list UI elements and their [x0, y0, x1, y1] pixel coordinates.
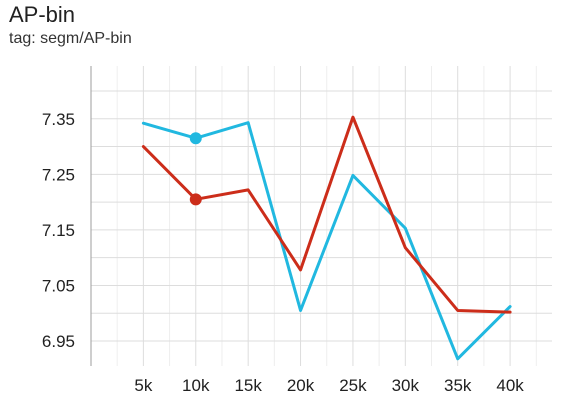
x-tick-label: 30k [392, 376, 420, 395]
x-tick-label: 20k [287, 376, 315, 395]
y-tick-label: 7.05 [42, 276, 75, 295]
x-tick-label: 40k [496, 376, 524, 395]
series-point-2 [189, 193, 202, 206]
series-point-1 [189, 132, 202, 145]
y-tick-label: 7.35 [42, 110, 75, 129]
series-group [141, 115, 512, 361]
series-line-2 [141, 115, 512, 314]
y-tick-label: 7.25 [42, 165, 75, 184]
series-line-1 [141, 121, 512, 361]
chart-title: AP-bin [9, 2, 76, 27]
x-tick-label: 10k [182, 376, 210, 395]
y-tick-labels: 6.95 7.05 7.15 7.25 7.35 [42, 110, 75, 351]
x-tick-label: 25k [339, 376, 367, 395]
x-tick-label: 35k [444, 376, 472, 395]
y-tick-label: 7.15 [42, 221, 75, 240]
x-tick-label: 5k [134, 376, 152, 395]
y-tick-label: 6.95 [42, 332, 75, 351]
x-tick-label: 15k [234, 376, 262, 395]
chart-subtitle: tag: segm/AP-bin [9, 30, 132, 47]
x-tick-labels: 5k 10k 15k 20k 25k 30k 35k 40k [134, 376, 524, 395]
grid [91, 66, 552, 366]
